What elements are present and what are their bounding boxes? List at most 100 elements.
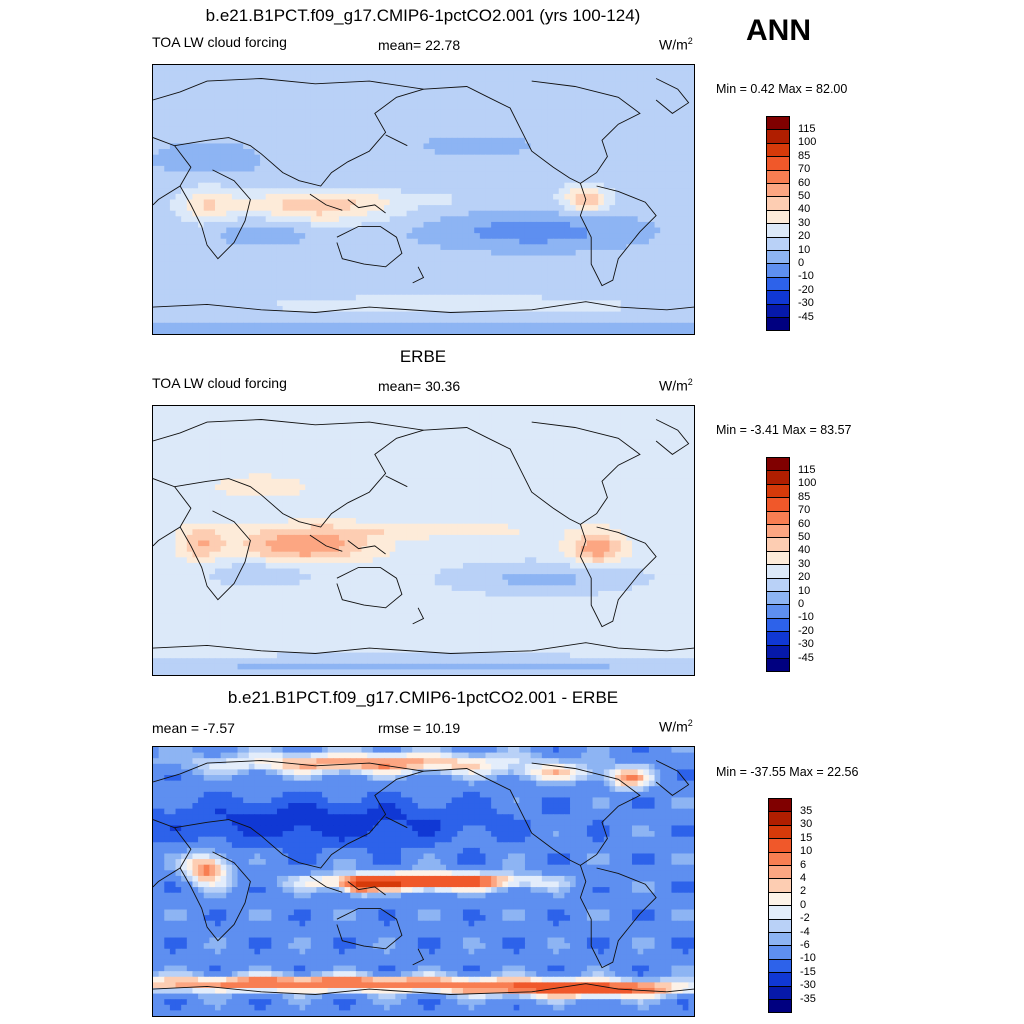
coastline [655,419,690,455]
panel-2-map [152,405,695,676]
coastline [336,566,403,609]
coastline [309,193,343,211]
coastline [336,907,403,950]
coastline [655,78,690,114]
colorbar-tick-label: -10 [798,270,814,283]
colorbar-swatch [768,824,792,840]
panel-2-mean-label: mean= 30.36 [378,378,461,394]
coastlines [153,419,694,654]
coastline [153,78,489,101]
panel-3-mean-label: mean = -7.57 [152,720,235,736]
colorbar-tick-label: 115 [798,122,816,135]
colorbar-tick-label: 0 [800,898,807,911]
season-label: ANN [746,14,811,47]
colorbar-swatch [766,129,790,144]
colorbar-swatch [766,290,790,305]
colorbar-tick-label: 20 [798,571,811,584]
colorbar-tick-label: -30 [800,979,816,992]
coastline [179,169,251,260]
panel-3-title: b.e21.B1PCT.f09_g17.CMIP6-1pctCO2.001 - … [227,688,619,707]
colorbar-tick-label: 85 [798,490,811,503]
coastline [385,816,408,829]
colorbar-swatch [766,537,790,552]
panel-3-units: W/m2 [659,718,693,735]
colorbar-tick-label: -4 [800,925,810,938]
coastline [153,983,694,995]
colorbar-swatch [766,631,790,646]
coastline [412,948,425,966]
colorbar-swatch [766,169,790,184]
colorbar-swatch [766,196,790,211]
map-field [153,747,694,1016]
colorbar-swatch [766,156,790,171]
colorbar-swatch [766,276,790,292]
colorbar-tick-label: 6 [800,858,807,871]
panel-1-left-label: TOA LW cloud forcing [152,34,287,50]
colorbar-tick-label: -2 [800,912,810,925]
colorbar-swatch [766,470,790,485]
colorbar-swatch [766,263,790,278]
colorbar-swatch [766,524,790,539]
panel-3-rmse-label: rmse = 10.19 [378,720,461,736]
colorbar-tick-label: 30 [798,216,811,229]
colorbar-swatch [768,985,792,1000]
colorbar-swatch [766,183,790,198]
colorbar-swatch [766,142,790,158]
colorbar-swatch [766,564,790,579]
colorbar-swatch [768,918,792,933]
colorbar-tick-label: -6 [800,938,810,951]
colorbar-tick-label: 40 [798,203,811,216]
panel-1-map [152,64,695,335]
coastline [579,183,657,287]
coastline [531,80,641,184]
coastline [531,421,641,525]
colorbar-tick-label: 30 [800,818,813,831]
panel-1-units: W/m2 [659,36,693,53]
coastline [347,540,386,555]
colorbar-swatch [768,851,792,866]
panel-2-minmax: Min = -3.41 Max = 83.57 [716,423,852,437]
colorbar-tick-label: -10 [798,611,814,624]
colorbar-swatch [768,905,792,920]
colorbar-tick-label: 40 [798,544,811,557]
coastlines [153,78,694,313]
colorbar-tick-label: -35 [800,992,816,1005]
colorbar-swatch [766,658,790,673]
colorbar-tick-label: -45 [798,651,814,664]
colorbar-tick-label: 85 [798,149,811,162]
coastlines [153,760,694,995]
coastline [153,301,694,313]
colorbar-tick-label: 10 [798,243,811,256]
colorbar-tick-label: 50 [798,530,811,543]
coastline [309,534,343,552]
colorbar-tick-label: -20 [798,624,814,637]
colorbar-tick-label: -45 [798,310,814,323]
colorbar-tick-label: 4 [800,871,807,884]
colorbar-tick-label: 60 [798,517,811,530]
colorbar-tick-label: 10 [800,845,813,858]
coastline [179,510,251,601]
colorbar-swatch [766,209,790,225]
colorbar-tick-label: 115 [798,463,816,476]
coastline [412,266,425,284]
coastline [579,524,657,628]
coastline [309,875,343,893]
coastline [385,475,408,488]
panel-2-units: W/m2 [659,377,693,394]
coastline [153,819,192,888]
colorbar-tick-label: -20 [798,283,814,296]
coastline [153,419,489,442]
coastline [153,137,192,206]
colorbar-tick-label: 15 [800,831,813,844]
panel-1-title: b.e21.B1PCT.f09_g17.CMIP6-1pctCO2.001 (y… [205,6,641,25]
colorbar-tick-label: -10 [800,952,816,965]
colorbar-tick-label: -15 [800,965,816,978]
colorbar-swatch [766,510,790,525]
colorbar-swatch [766,223,790,238]
coastline [336,225,403,268]
coastline [174,429,424,528]
coastline [655,760,690,796]
panel-2-title: ERBE [399,347,447,366]
colorbar-swatch [766,604,790,619]
colorbar-swatch [766,116,790,131]
